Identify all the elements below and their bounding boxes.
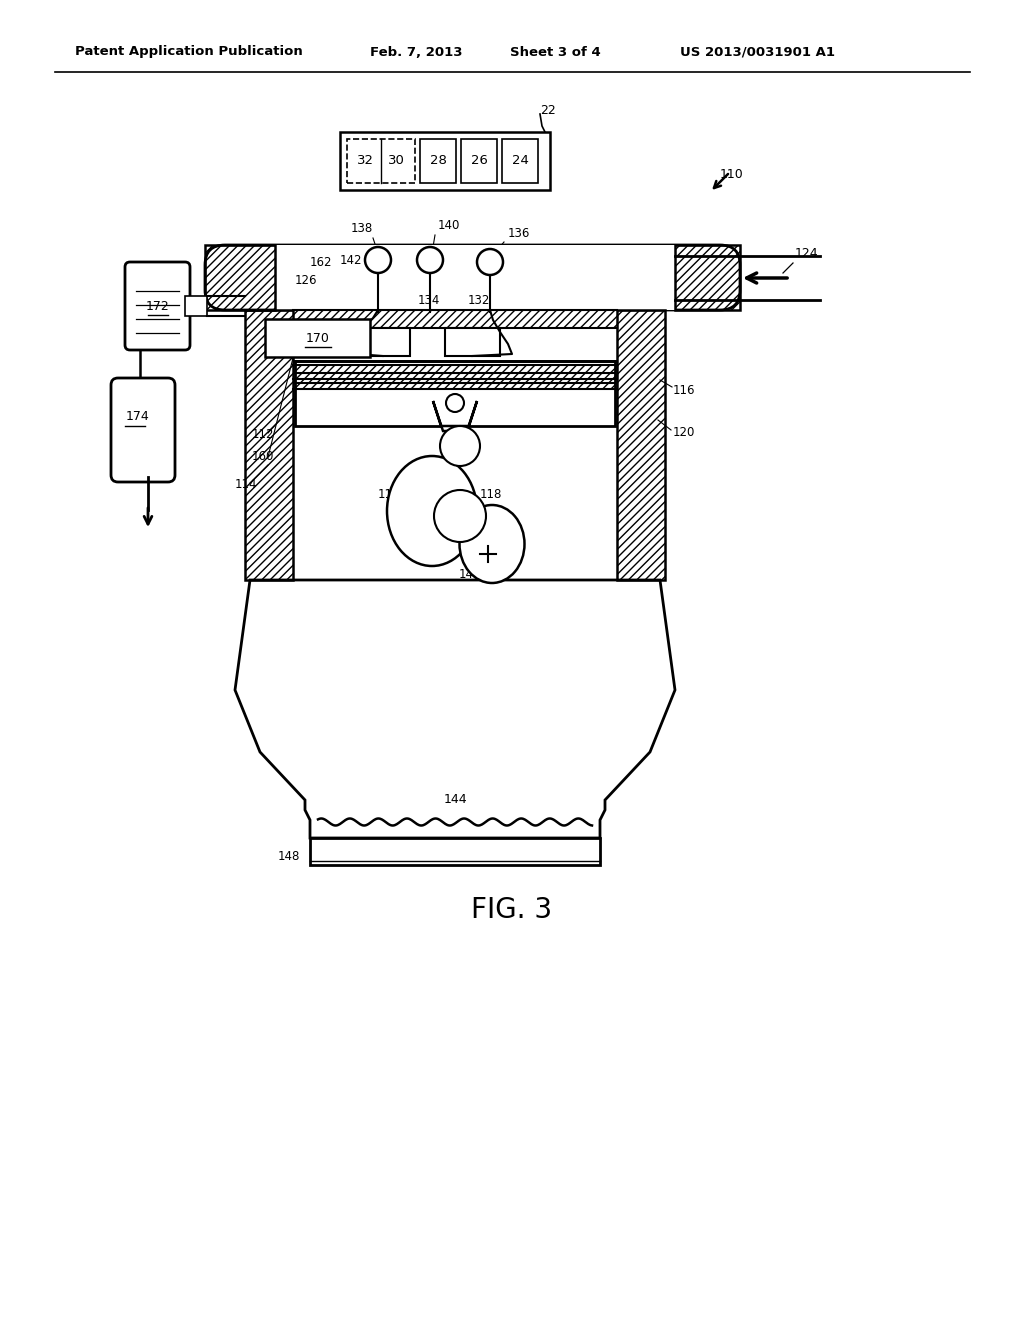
Circle shape	[446, 393, 464, 412]
Ellipse shape	[460, 506, 524, 583]
Text: 124: 124	[795, 247, 818, 260]
Bar	[420, 139, 456, 183]
Bar	[340, 132, 550, 190]
Text: 134: 134	[418, 293, 440, 306]
Text: 114: 114	[234, 479, 257, 491]
Bar	[293, 310, 617, 579]
Bar	[461, 139, 497, 183]
Text: 22: 22	[540, 103, 556, 116]
Text: 162: 162	[310, 256, 333, 269]
Text: 126: 126	[295, 273, 317, 286]
Bar	[675, 246, 740, 310]
Polygon shape	[433, 401, 477, 432]
Text: 112: 112	[252, 429, 274, 441]
Text: 130: 130	[367, 364, 389, 378]
Bar	[310, 838, 600, 865]
Circle shape	[365, 247, 391, 273]
Text: 170: 170	[305, 331, 330, 345]
Bar	[293, 379, 617, 389]
Text: 26: 26	[471, 154, 487, 168]
FancyBboxPatch shape	[125, 261, 190, 350]
Bar	[205, 246, 275, 310]
Text: 118: 118	[480, 488, 503, 502]
Text: 30: 30	[387, 154, 404, 168]
Text: 140: 140	[438, 219, 461, 232]
Text: 148: 148	[278, 850, 300, 863]
Bar	[355, 327, 410, 356]
Text: 132: 132	[468, 293, 490, 306]
Text: 128: 128	[471, 360, 494, 374]
Text: 122: 122	[395, 495, 418, 507]
Text: FIG. 3: FIG. 3	[471, 896, 553, 924]
Bar	[293, 310, 617, 327]
Bar	[275, 246, 675, 310]
Bar	[617, 310, 665, 579]
Text: 146: 146	[459, 568, 481, 581]
Bar	[265, 319, 370, 356]
Bar	[617, 310, 665, 579]
Text: 160: 160	[252, 450, 274, 463]
Bar	[185, 296, 207, 315]
Polygon shape	[234, 579, 675, 838]
Text: 136: 136	[508, 227, 530, 240]
Text: 110: 110	[720, 169, 743, 181]
Text: 32: 32	[356, 154, 374, 168]
Bar	[205, 246, 275, 310]
Text: 24: 24	[512, 154, 528, 168]
Text: Patent Application Publication: Patent Application Publication	[75, 45, 303, 58]
Circle shape	[440, 426, 480, 466]
Bar	[675, 246, 740, 310]
Bar	[347, 139, 415, 183]
Text: 172: 172	[145, 300, 169, 313]
Text: 120: 120	[673, 425, 695, 438]
Text: 118: 118	[378, 488, 400, 502]
Circle shape	[477, 249, 503, 275]
Bar	[445, 327, 500, 356]
FancyBboxPatch shape	[205, 246, 740, 310]
Bar	[245, 310, 293, 579]
Ellipse shape	[387, 455, 477, 566]
Text: 116: 116	[673, 384, 695, 396]
Text: Feb. 7, 2013: Feb. 7, 2013	[370, 45, 463, 58]
Bar	[502, 139, 538, 183]
Text: Sheet 3 of 4: Sheet 3 of 4	[510, 45, 601, 58]
Text: 28: 28	[429, 154, 446, 168]
Text: US 2013/0031901 A1: US 2013/0031901 A1	[680, 45, 835, 58]
Text: 174: 174	[126, 411, 150, 422]
Text: 138: 138	[351, 222, 373, 235]
Bar	[295, 360, 615, 426]
Bar	[245, 310, 293, 579]
Text: 144: 144	[443, 793, 467, 807]
Circle shape	[417, 247, 443, 273]
Circle shape	[434, 490, 486, 543]
Text: 142: 142	[340, 253, 362, 267]
Bar	[293, 366, 617, 379]
FancyBboxPatch shape	[111, 378, 175, 482]
